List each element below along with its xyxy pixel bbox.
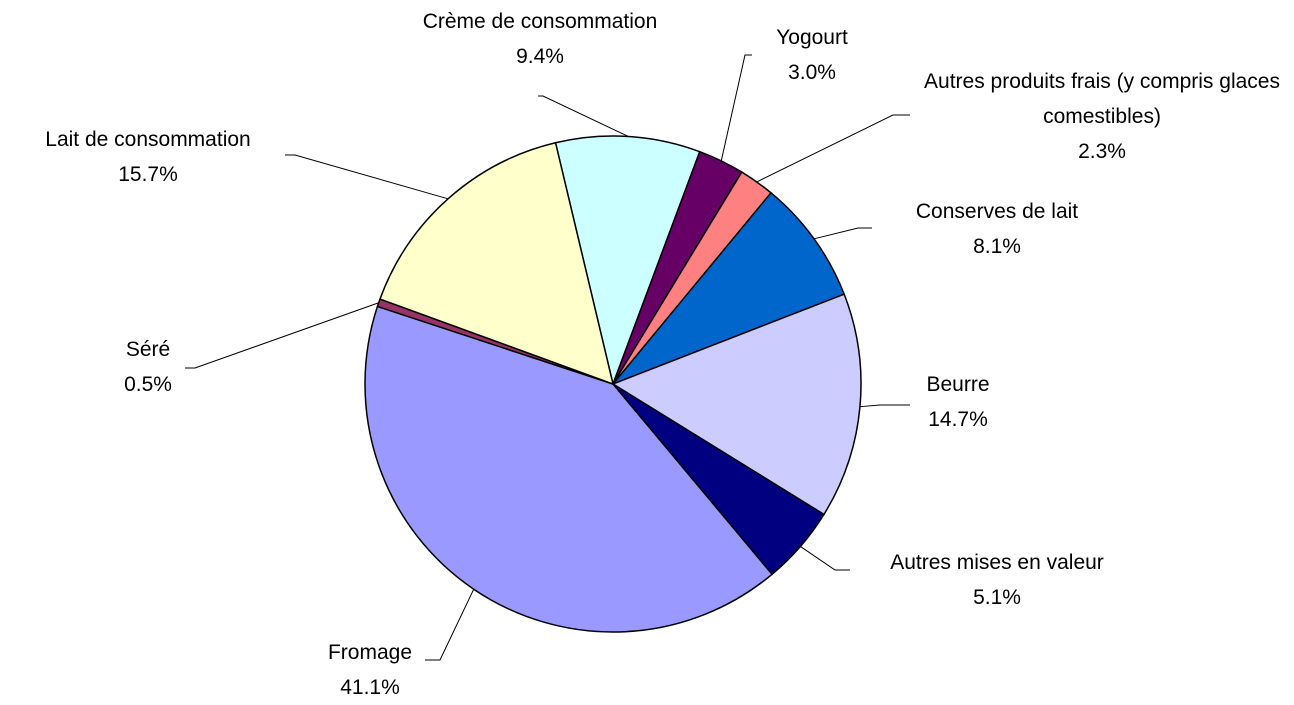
slice-label: Beurre 14.7%	[898, 367, 1018, 437]
category-name: Séré	[125, 338, 171, 361]
slice-label: Yogourt 3.0%	[752, 20, 872, 90]
slice-label: Autres produits frais (y compris glaces …	[912, 64, 1292, 169]
leader-line	[800, 546, 850, 571]
leader-line	[859, 404, 910, 408]
value-label: 0.5%	[124, 373, 172, 396]
slice-label: Lait de consommation 15.7%	[8, 122, 288, 192]
slice-label: Crème de consommation 9.4%	[390, 4, 690, 74]
category-name: Conserves de lait	[915, 200, 1079, 223]
value-label: 14.7%	[928, 408, 988, 431]
leader-line	[425, 588, 475, 661]
category-name: Yogourt	[776, 26, 848, 49]
value-label: 2.3%	[1078, 140, 1126, 163]
category-name: Autres produits frais (y compris glaces …	[924, 70, 1280, 128]
category-name: Beurre	[926, 373, 990, 396]
slice-label: Conserves de lait 8.1%	[872, 194, 1122, 264]
category-name: Fromage	[327, 641, 413, 664]
category-name: Crème de consommation	[422, 10, 658, 33]
value-label: 5.1%	[973, 586, 1021, 609]
pie-slice	[379, 141, 615, 386]
leader-line	[285, 154, 449, 200]
leader-line	[185, 302, 379, 369]
leader-line	[538, 95, 629, 137]
slice-label: Autres mises en valeur 5.1%	[852, 545, 1142, 615]
pie-slice	[364, 305, 774, 633]
value-label: 15.7%	[118, 163, 178, 186]
leader-line	[720, 54, 752, 161]
leader-line	[756, 114, 910, 183]
value-label: 8.1%	[973, 235, 1021, 258]
slice-label: Séré 0.5%	[108, 332, 188, 402]
value-label: 41.1%	[340, 676, 400, 699]
leader-line	[813, 227, 872, 240]
value-label: 9.4%	[516, 45, 564, 68]
slice-label: Fromage 41.1%	[310, 635, 430, 705]
value-label: 3.0%	[788, 61, 836, 84]
pie-slice	[554, 135, 701, 387]
category-name: Autres mises en valeur	[890, 551, 1104, 574]
pie-slice	[611, 293, 862, 516]
category-name: Lait de consommation	[45, 128, 251, 151]
